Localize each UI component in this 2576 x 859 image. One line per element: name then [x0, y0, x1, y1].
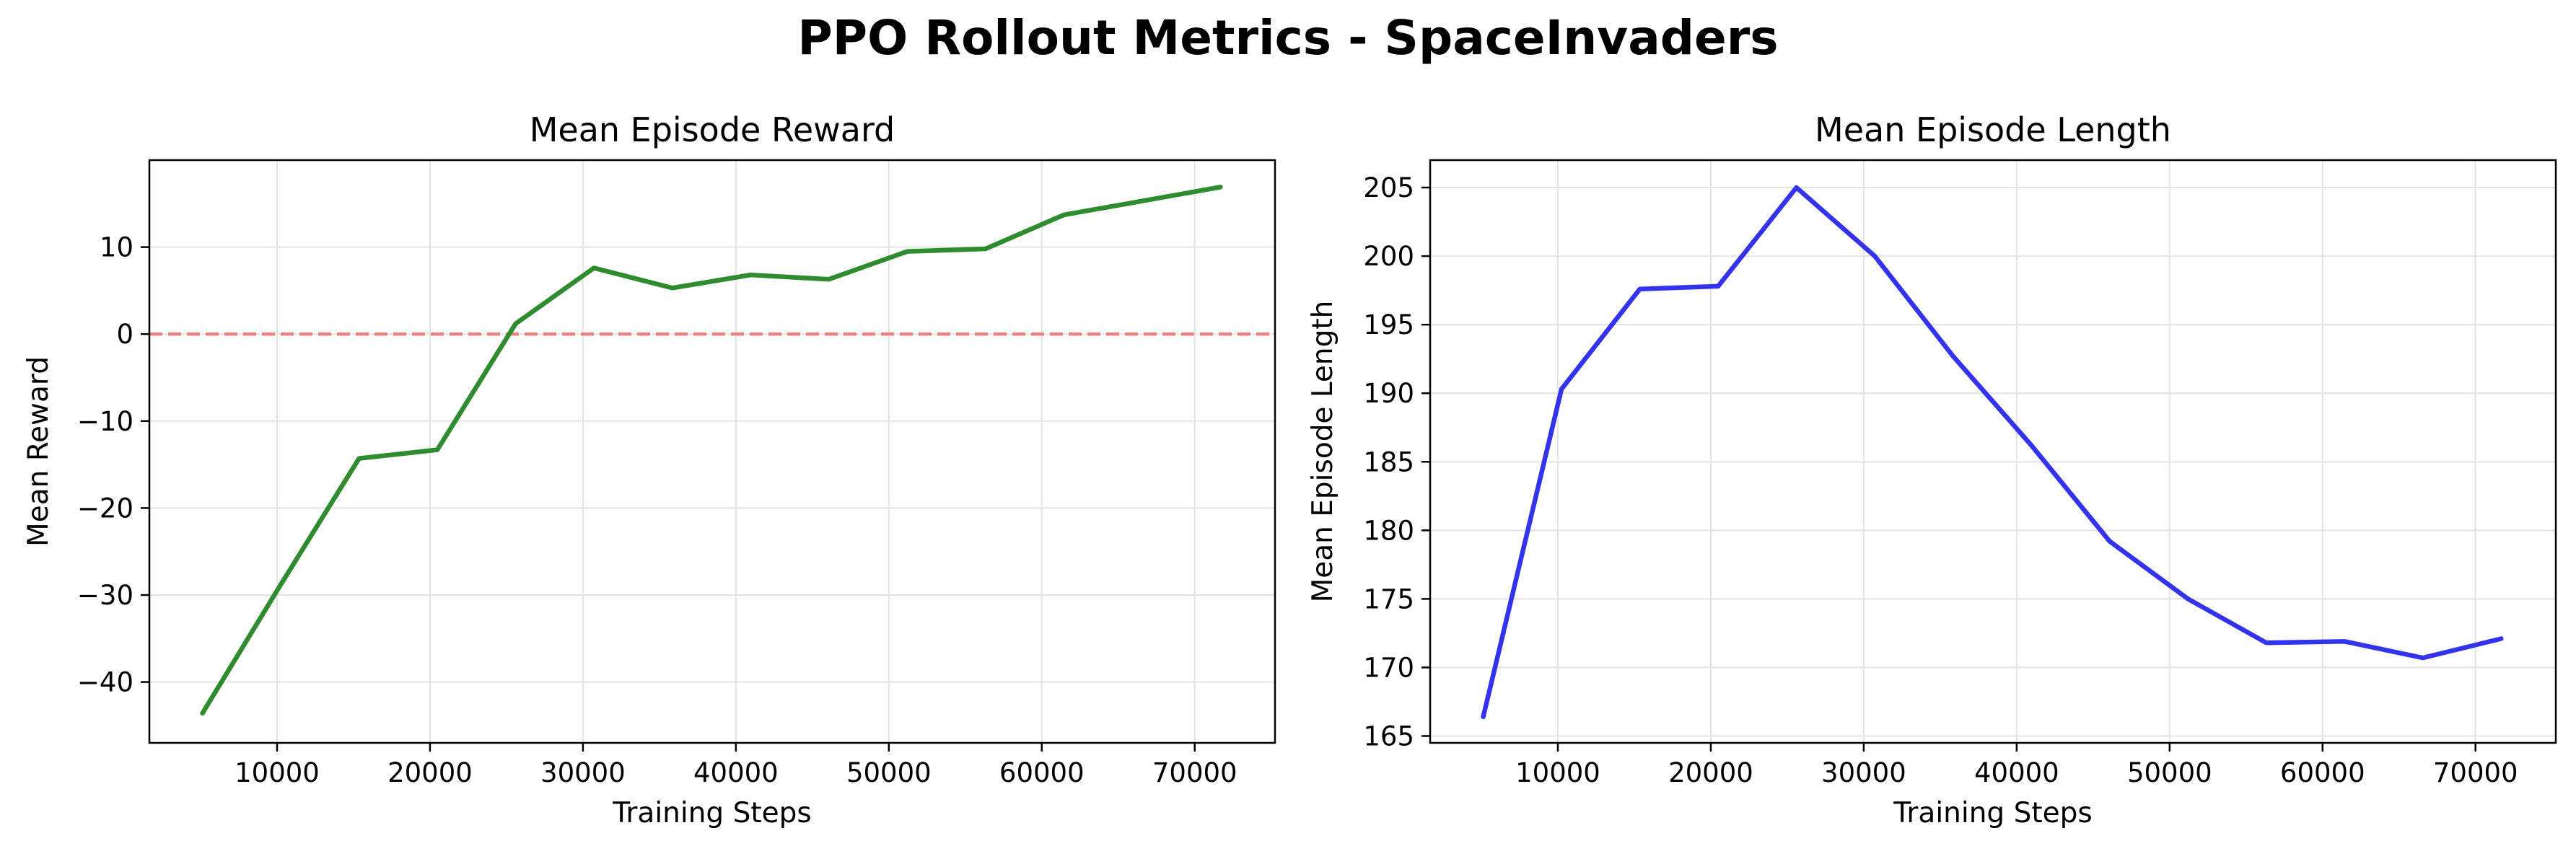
y-tick-label: 195 [1363, 309, 1414, 340]
y-tick-label: −20 [77, 493, 133, 524]
y-tick-label: 185 [1363, 446, 1414, 477]
y-axis-label: Mean Reward [22, 356, 55, 547]
y-tick-label: 200 [1363, 241, 1414, 272]
y-tick-label: 190 [1363, 378, 1414, 409]
x-tick-label: 50000 [2127, 757, 2212, 788]
x-tick-label: 30000 [1821, 757, 1906, 788]
x-tick-label: 20000 [387, 757, 473, 788]
x-tick-label: 60000 [999, 757, 1085, 788]
series-line [1481, 185, 2504, 720]
y-tick-label: 165 [1363, 721, 1414, 752]
length-chart-panel: 10000 20000 30000 40000 50000 60000 70000 165 17… [1307, 110, 2557, 829]
x-tick-label: 60000 [2280, 757, 2365, 788]
y-tick-label: 175 [1363, 583, 1414, 614]
axes-frame [1429, 159, 2557, 744]
x-axis-label: Training Steps [612, 797, 811, 829]
y-tick-label: −30 [77, 580, 133, 611]
x-tick-label: 10000 [235, 757, 320, 788]
axes-title: Mean Episode Length [1815, 110, 2171, 149]
series-line [200, 185, 1223, 716]
x-tick-label: 30000 [540, 757, 626, 788]
x-tick-label: 40000 [693, 757, 779, 788]
x-tick-label: 20000 [1668, 757, 1753, 788]
x-tick-label: 50000 [846, 757, 932, 788]
y-tick-label: 170 [1363, 652, 1414, 683]
figure-title: PPO Rollout Metrics - SpaceInvaders [797, 10, 1779, 66]
reward-chart-panel: 10000 20000 30000 40000 50000 60000 70000 −40 −3… [22, 110, 1276, 829]
y-tick-label: −40 [77, 667, 133, 698]
axes-title: Mean Episode Reward [530, 110, 895, 149]
y-tick-label: −10 [77, 406, 133, 437]
x-axis-label: Training Steps [1893, 797, 2092, 829]
y-axis-label: Mean Episode Length [1307, 301, 1339, 603]
y-tick-label: 205 [1363, 172, 1414, 203]
y-tick-label: 10 [100, 232, 133, 263]
axes-frame [148, 159, 1276, 744]
x-tick-label: 70000 [2433, 757, 2518, 788]
y-tick-label: 0 [116, 319, 133, 350]
x-tick-label: 10000 [1515, 757, 1600, 788]
y-tick-label: 180 [1363, 515, 1414, 546]
x-tick-label: 40000 [1974, 757, 2059, 788]
x-tick-label: 70000 [1152, 757, 1237, 788]
